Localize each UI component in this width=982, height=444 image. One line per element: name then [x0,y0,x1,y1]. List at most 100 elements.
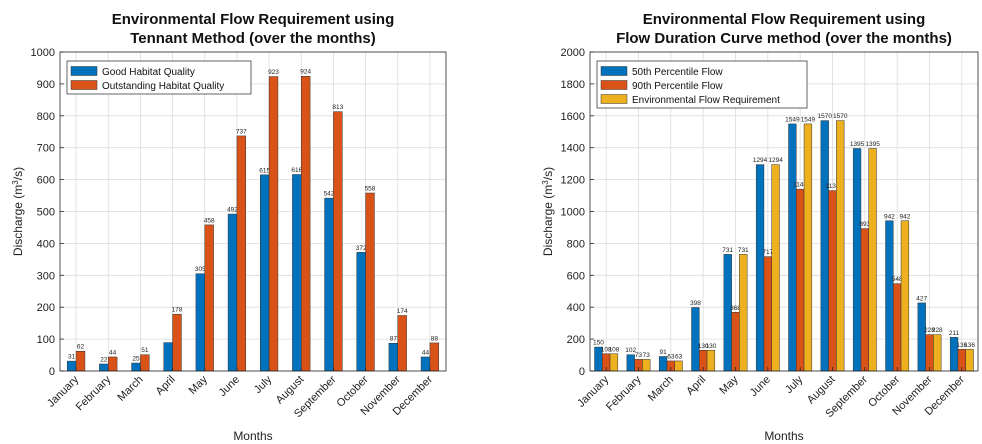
chart1-bar-s1-8 [860,228,869,372]
chart0-legend-swatch-0 [70,66,98,76]
chart0-data-label-s0-11: 44 [422,349,430,356]
chart1-data-label-s1-6: 1140 [793,182,807,189]
chart0-data-label-s1-6: 923 [268,69,279,76]
chart0-data-label-s0-7: 616 [291,167,302,174]
chart0-data-label-s1-1: 44 [109,349,117,356]
chart1-ytick-label-1: 200 [567,334,585,346]
chart0-ytick-label-3: 300 [37,270,55,282]
chart1-ytick-label-9: 1800 [561,79,585,91]
chart0-data-label-s0-4: 305 [195,266,206,273]
chart1-data-label-s1-8: 893 [859,221,870,228]
chart1-bar-s1-7 [828,190,837,372]
chart1-bar-s2-8 [868,148,877,372]
chart1-ytick-label-10: 2000 [561,47,585,59]
chart0-data-label-s1-8: 813 [332,104,343,111]
chart0-data-label-s1-4: 458 [204,217,215,224]
chart1-xtick-label-6: July [783,373,806,396]
chart1-data-label-s0-7: 1570 [818,113,833,120]
chart0-data-label-s0-8: 542 [324,191,335,198]
chart1-data-label-s2-3: 130 [705,343,716,350]
chart0-legend-swatch-1 [70,80,98,90]
chart1-data-label-s0-5: 1294 [753,157,768,164]
chart1-bar-s0-10 [917,302,926,372]
chart1-ytick-label-5: 1000 [561,207,585,219]
chart1-bar-s1-6 [796,188,805,372]
chart1-bar-s2-10 [933,334,942,372]
chart0-ylabel-sup: 3 [11,180,20,185]
chart1-data-label-s2-11: 136 [964,342,975,349]
chart0-data-label-s1-5: 737 [236,128,247,135]
chart0-ytick-label-5: 500 [37,207,55,219]
chart1-data-label-s2-4: 731 [738,247,749,254]
chart1-data-label-s0-11: 211 [949,330,960,337]
chart0-xlabel: Months [233,429,272,443]
chart1-data-label-s0-2: 91 [659,349,667,356]
chart1-data-label-s0-0: 150 [593,340,604,347]
chart0-ytick-label-1: 100 [37,334,55,346]
chart1-bar-s1-4 [731,312,740,372]
chart1-ytick-label-3: 600 [567,270,585,282]
chart0-data-label-s0-5: 492 [227,207,238,214]
chart1-ylabel-sup: 3 [541,180,550,185]
chart1-xtick-label-4: May [717,373,741,397]
chart1-data-label-s1-7: 1131 [826,183,840,190]
chart1-data-label-s2-5: 1294 [768,157,783,164]
chart1-data-label-s1-3: 130 [698,343,709,350]
chart1-legend-label-1: 90th Percentile Flow [632,81,723,92]
chart1-legend-swatch-2 [600,94,628,104]
chart1-ytick-label-0: 0 [579,366,585,378]
chart0-data-label-s0-0: 31 [68,354,76,361]
chart0-legend-label-1: Outstanding Habitat Quality [102,81,224,92]
chart1-data-label-s1-2: 63 [667,353,675,360]
chart1-bar-s2-6 [803,123,813,372]
chart0-data-label-s1-3: 178 [172,307,183,314]
chart1-bar-s0-5 [755,164,765,372]
chart0-ytick-label-6: 600 [37,175,55,187]
chart1-bar-s2-5 [771,164,780,372]
chart1-ylabel: Discharge (m3/s) [541,167,555,256]
chart1-xtick-label-2: March [646,374,676,404]
chart1-data-label-s2-7: 1570 [833,113,848,120]
chart1-bar-s0-9 [885,220,894,372]
chart1-bar-s0-6 [788,123,797,372]
chart0-data-label-s1-9: 558 [365,185,376,192]
chart1-xlabel: Months [764,429,803,443]
chart1-bar-s1-9 [893,283,902,372]
chart1-data-label-s2-6: 1549 [801,116,816,123]
chart1-data-label-s1-4: 368 [730,305,741,312]
chart0-data-label-s1-11: 88 [431,335,439,342]
chart1-legend-box [596,60,808,109]
chart1-title-line1: Environmental Flow Requirement using [643,11,926,28]
chart0-data-label-s0-1: 22 [100,356,108,363]
chart0-data-label-s1-0: 62 [77,344,85,351]
chart1-bar-s1-10 [925,334,934,372]
chart0-ytick-label-0: 0 [49,366,55,378]
chart1-xtick-label-1: February [604,373,644,413]
chart1-data-label-s0-3: 398 [690,300,701,307]
chart1-bar-s1-5 [763,256,772,372]
chart1-xtick-label-3: April [684,374,708,398]
chart1-bar-s0-2 [658,356,668,372]
chart0-data-label-s0-10: 87 [390,336,398,343]
chart1-xtick-label-5: June [748,374,773,399]
chart1-legend-swatch-0 [600,66,628,76]
chart1-data-label-s2-0: 108 [608,346,619,353]
chart0-ytick-label-7: 700 [37,143,55,155]
chart0-data-label-s0-9: 372 [356,245,367,252]
chart1-data-label-s0-10: 427 [916,295,927,302]
chart1-data-label-s1-5: 717 [762,249,773,256]
chart0-title-line1: Environmental Flow Requirement using [112,11,395,28]
chart1-bar-s0-1 [626,354,635,372]
chart1-bar-s2-4 [739,254,748,372]
chart1-data-label-s0-4: 731 [722,247,733,254]
chart1-bar-s0-7 [820,120,829,372]
chart0-ylabel: Discharge (m3/s) [11,167,25,256]
chart1-data-label-s0-8: 1395 [850,141,865,148]
chart1-data-label-s2-1: 73 [643,352,651,359]
chart0-data-label-s1-2: 51 [141,347,149,354]
chart0-ytick-label-9: 900 [37,79,55,91]
chart0-ylabel-main: Discharge (m [11,185,25,256]
